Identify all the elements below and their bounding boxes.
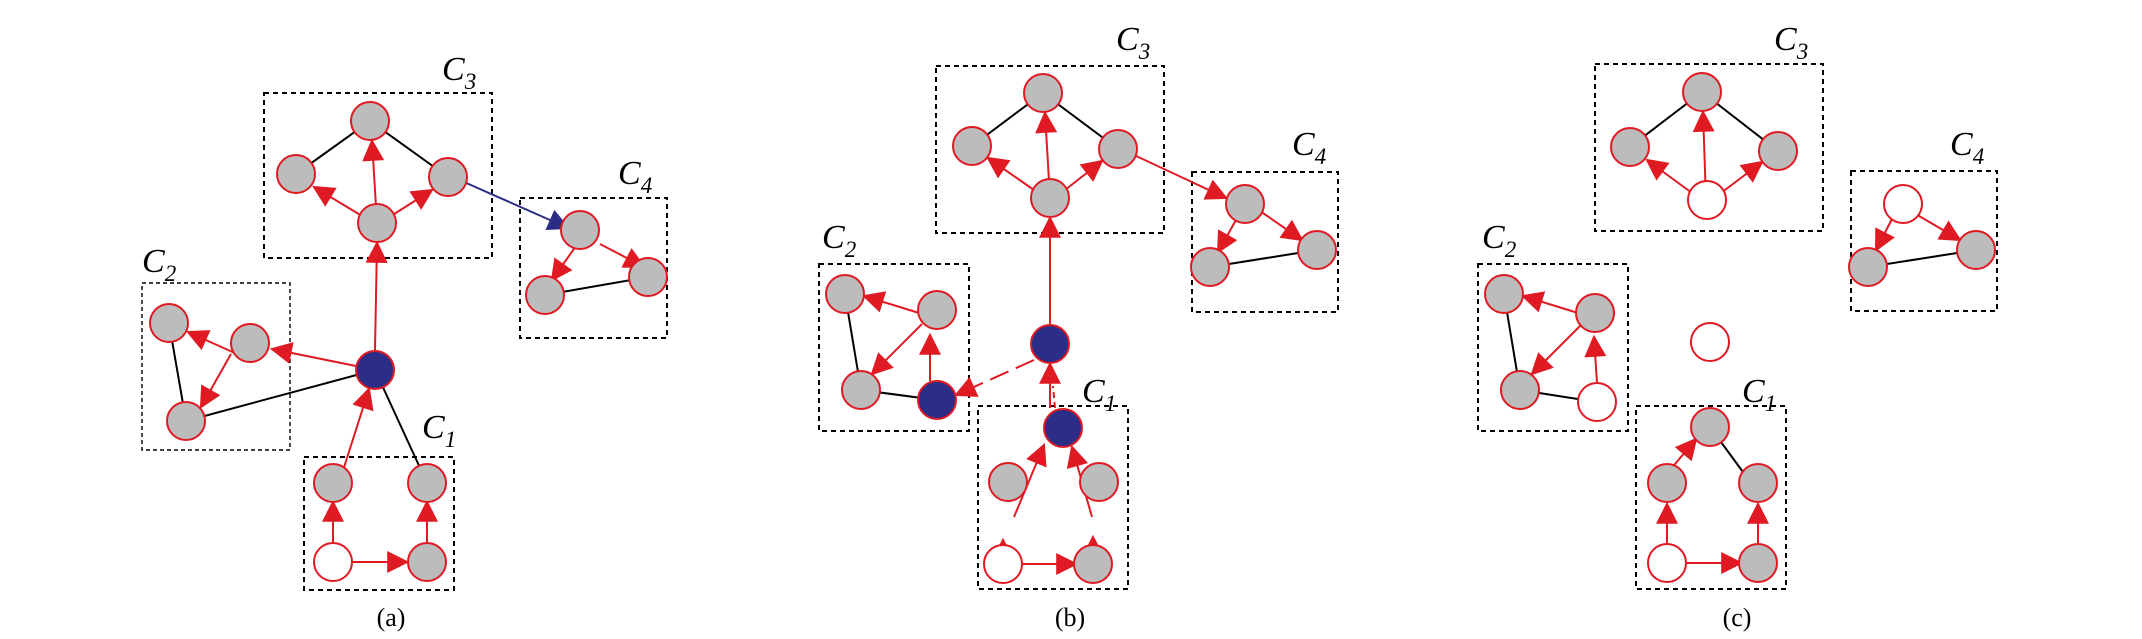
node [407, 542, 447, 582]
panel-b-dashed-edge [1052, 385, 1056, 409]
node [917, 290, 957, 330]
panel-b: C3 C4 C2 C1 [818, 21, 1339, 632]
node [428, 157, 468, 197]
node [1500, 370, 1540, 410]
node [1073, 544, 1113, 584]
panel-c-nodes [1484, 72, 1996, 583]
node [1647, 463, 1687, 503]
panel-c-black-edges [1503, 91, 1977, 484]
node [313, 463, 353, 503]
panel-b-dashed-edge [953, 359, 1035, 397]
node [1225, 184, 1265, 224]
cluster-box-c2 [141, 282, 291, 451]
cluster-box-c4 [1191, 171, 1339, 313]
panel-a-blue-edge [463, 181, 571, 231]
cluster-label-c2: C2 [1482, 219, 1516, 262]
node-empty [313, 542, 353, 582]
cluster-label-c1: C1 [1082, 373, 1116, 416]
cluster-label-c4: C4 [1950, 126, 1984, 169]
node-empty [1647, 543, 1687, 583]
cluster-box-c2 [1477, 263, 1629, 432]
node [1098, 129, 1138, 169]
node [357, 203, 397, 243]
node [1575, 293, 1615, 333]
node [166, 401, 206, 441]
panel-a-red-edges [185, 138, 646, 573]
panel-a-black-edges [168, 120, 649, 484]
node [1030, 178, 1070, 218]
cluster-box-c1 [977, 405, 1129, 590]
cluster-box-c4 [519, 197, 668, 339]
panel-caption-c: (c) [1723, 603, 1752, 632]
node [1738, 543, 1778, 583]
panel-c-red-edges [1520, 109, 1962, 574]
node [825, 274, 865, 314]
node [1690, 407, 1730, 447]
node [628, 257, 668, 297]
node [1956, 230, 1996, 270]
node-blue [1043, 408, 1083, 448]
node [952, 126, 992, 166]
node [1079, 462, 1119, 502]
node [988, 462, 1028, 502]
node-empty [983, 544, 1023, 584]
cluster-box-c4 [1850, 170, 1998, 312]
node-blue [355, 350, 395, 390]
node-empty [1883, 184, 1923, 224]
cluster-box-c2 [818, 263, 970, 432]
cluster-label-c2: C2 [822, 219, 856, 262]
cluster-label-c1: C1 [1742, 373, 1776, 416]
panel-b-black-edges [844, 92, 1318, 401]
node [350, 101, 390, 141]
node [1297, 230, 1337, 270]
node [276, 154, 316, 194]
panel-b-red-edges [861, 110, 1304, 580]
node [525, 275, 565, 315]
cluster-box-c3 [1594, 63, 1824, 232]
cluster-box-c1 [1635, 405, 1787, 590]
cluster-label-c4: C4 [1292, 126, 1326, 169]
cluster-label-c3: C3 [1774, 21, 1808, 64]
node [1484, 274, 1524, 314]
panel-c: C3 C4 C2 C1 [1477, 21, 1998, 632]
node [1610, 127, 1650, 167]
cluster-label-c2: C2 [142, 243, 176, 286]
panel-caption-b: (b) [1055, 603, 1085, 632]
cluster-box-c1 [303, 456, 455, 591]
cluster-label-c1: C1 [422, 409, 456, 452]
cluster-label-c3: C3 [442, 51, 476, 94]
node [230, 323, 270, 363]
node [1023, 73, 1063, 113]
node-empty [1577, 382, 1617, 422]
node [1848, 247, 1888, 287]
panel-b-nodes [825, 73, 1337, 584]
node-empty [1690, 322, 1730, 362]
node [1190, 247, 1230, 287]
cluster-label-c4: C4 [618, 155, 652, 198]
node [149, 303, 189, 343]
node [1758, 131, 1798, 171]
node-blue [1030, 324, 1070, 364]
node-empty [1687, 180, 1727, 220]
panel-a-nodes [149, 101, 668, 582]
node [560, 210, 600, 250]
node [407, 463, 447, 503]
node-blue [917, 380, 957, 420]
panel-a: C3 C4 C2 C1 [141, 51, 668, 632]
node [1682, 72, 1722, 112]
panel-caption-a: (a) [377, 603, 406, 632]
cluster-label-c3: C3 [1116, 21, 1150, 64]
node [1738, 463, 1778, 503]
node [841, 370, 881, 410]
